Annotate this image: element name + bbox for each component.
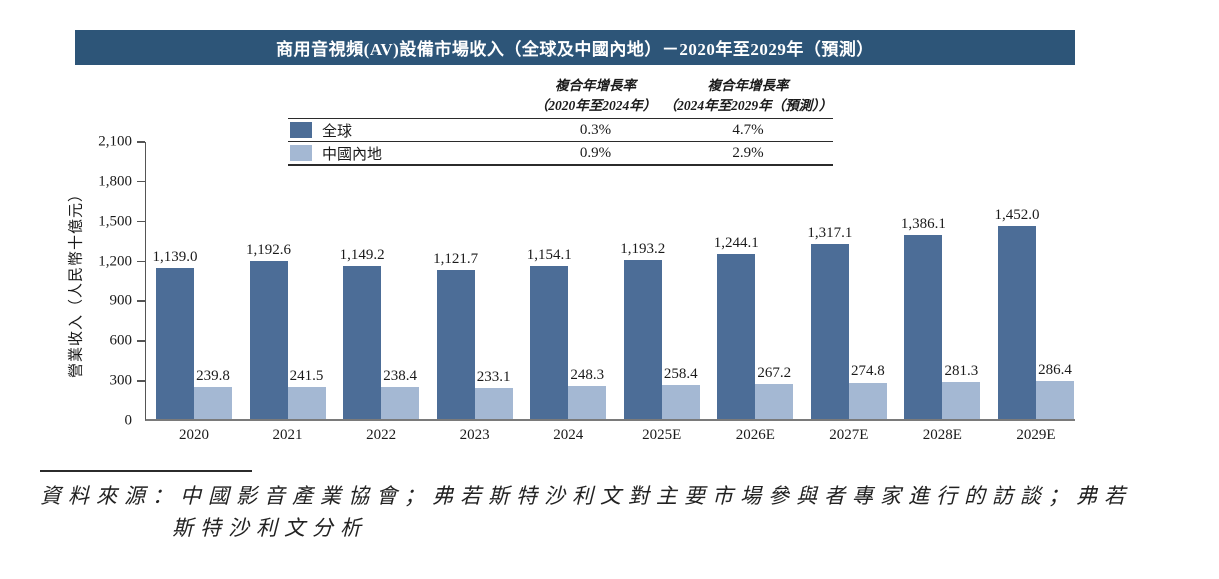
value-label-global-2020: 1,139.0 [152, 248, 198, 265]
value-label-global-2027E: 1,317.1 [807, 225, 853, 241]
x-tick-label-2028E: 2028E [922, 427, 962, 443]
value-label-china-2023: 233.1 [476, 369, 511, 386]
x-tick-label-2022: 2022 [366, 427, 397, 443]
bar-china-2020 [194, 387, 232, 419]
x-tick-label-2027E: 2027E [829, 427, 869, 443]
plot-area: 0 300 600 900 1,200 1,500 1,800 2,100 1,139.0 239… [98, 134, 1075, 443]
value-label-china-2022: 238.4 [383, 368, 417, 385]
bar-china-2022 [381, 387, 420, 419]
bar-china-2026E [755, 383, 794, 419]
y-tick-label: 1,800 [98, 173, 132, 190]
x-tick-label-2020: 2020 [179, 427, 209, 443]
chart-title-banner: 商用音視頻(AV)設備市場收入（全球及中國內地）－2020年至2029年（預測） [75, 30, 1075, 65]
value-label-china-2025E: 258.4 [663, 365, 698, 382]
bar-china-2021 [287, 386, 326, 419]
global-series-label: 全球 [322, 123, 353, 140]
value-label-global-2025E: 1,193.2 [620, 241, 666, 258]
source-note: 資料來源：中國影音產業協會；弗若斯特沙利文對主要市場參與者專家進行的訪談；弗若 … [40, 470, 1200, 544]
bar-global-2021 [249, 260, 288, 419]
bar-china-2025E [661, 384, 700, 419]
bar-china-2027E [848, 382, 887, 419]
source-line-1: 資料來源：中國影音產業協會；弗若斯特沙利文對主要市場參與者專家進行的訪談；弗若 [40, 484, 1132, 508]
bar-global-2023 [436, 269, 475, 419]
y-tick-mark [137, 300, 145, 302]
china-series-swatch [290, 145, 312, 162]
bar-global-2028E [904, 234, 943, 419]
y-tick-mark [137, 380, 145, 382]
y-tick-label: 900 [109, 292, 133, 309]
source-divider [40, 470, 252, 472]
bar-global-2025E [623, 260, 662, 419]
value-label-global-2023: 1,121.7 [433, 250, 479, 267]
value-label-china-2020: 239.8 [196, 368, 230, 385]
chart-title: 商用音視頻(AV)設備市場收入（全球及中國內地）－2020年至2029年（預測） [276, 40, 874, 59]
x-tick-label-2026E: 2026E [735, 427, 775, 443]
bar-china-2024 [568, 386, 607, 419]
x-tick-label-2021: 2021 [272, 427, 303, 443]
y-tick-label: 1,500 [98, 213, 132, 230]
y-tick-label: 600 [109, 332, 133, 349]
x-tick-label-2024: 2024 [553, 427, 584, 443]
y-tick-mark [137, 141, 145, 143]
legend-row-global: 全球 0.3% 4.7% [288, 118, 833, 141]
y-tick-mark [137, 260, 145, 263]
x-tick-label-2029E: 2029E [1016, 427, 1056, 443]
global-cagr-2024-2029: 4.7% [732, 121, 764, 138]
value-label-global-2029E: 1,452.0 [994, 207, 1040, 224]
value-label-china-2027E: 274.8 [850, 363, 885, 380]
cagr-header-2020-2024: 複合年增長率 （2020年至2024年） [534, 78, 657, 113]
value-label-china-2028E: 281.3 [944, 362, 979, 379]
value-label-china-2024: 248.3 [570, 367, 605, 383]
global-cagr-2020-2024: 0.3% [579, 121, 612, 138]
bar-global-2020 [156, 267, 194, 419]
cagr-legend-table: 複合年增長率 （2020年至2024年） 複合年增長率 （2024年至2029年… [288, 76, 833, 167]
china-cagr-2024-2029: 2.9% [732, 144, 764, 161]
china-cagr-2020-2024: 0.9% [579, 144, 612, 161]
value-label-global-2028E: 1,386.1 [900, 215, 946, 232]
china-series-label: 中國內地 [322, 146, 383, 163]
y-tick-mark [137, 340, 145, 342]
bar-global-2022 [343, 266, 382, 419]
bar-global-2029E [997, 226, 1036, 419]
bar-china-2029E [1035, 380, 1074, 419]
bar-global-2026E [717, 253, 756, 419]
value-label-global-2024: 1,154.1 [526, 246, 572, 263]
y-tick-label: 0 [124, 412, 133, 429]
value-label-china-2026E: 267.2 [757, 364, 792, 381]
source-line-2: 斯特沙利文分析 [172, 515, 368, 540]
y-tick-label: 2,100 [98, 133, 132, 150]
bar-global-2024 [530, 265, 569, 419]
x-tick-label-2023: 2023 [459, 427, 490, 443]
bar-global-2027E [810, 244, 849, 419]
cagr-header-2024-2029: 複合年增長率 （2024年至2029年（預測）） [663, 78, 833, 113]
y-tick-mark [137, 180, 145, 183]
value-label-global-2026E: 1,244.1 [713, 234, 759, 251]
y-tick-label: 300 [109, 372, 133, 389]
value-label-global-2022: 1,149.2 [339, 247, 385, 264]
y-tick-mark [137, 220, 145, 223]
value-label-china-2021: 241.5 [289, 367, 324, 384]
global-series-swatch [290, 122, 312, 139]
y-tick-label: 1,200 [98, 253, 132, 270]
bar-china-2023 [474, 388, 513, 419]
bar-china-2028E [942, 381, 981, 419]
value-label-global-2021: 1,192.6 [246, 241, 292, 258]
legend-row-china: 中國內地 0.9% 2.9% [288, 141, 833, 164]
x-tick-label-2025E: 2025E [642, 427, 682, 443]
value-label-china-2029E: 286.4 [1038, 361, 1072, 378]
cagr-header-row: 複合年增長率 （2020年至2024年） 複合年增長率 （2024年至2029年… [288, 76, 833, 118]
